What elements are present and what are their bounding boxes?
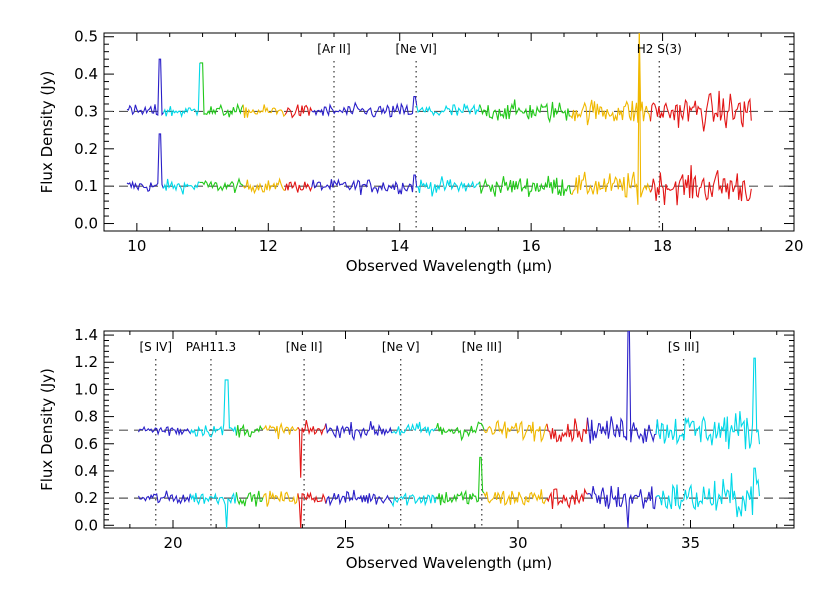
spectrum-lower-segment	[235, 490, 264, 507]
spectrum-upper-segment	[126, 58, 164, 116]
x-tick-label: 25	[336, 534, 355, 552]
emission-line-label: [Ar II]	[317, 42, 350, 56]
spectrum-lower-segment	[483, 489, 548, 506]
spectrum-upper-segment	[262, 421, 299, 440]
spectrum-lower-segment	[242, 177, 286, 195]
spectrum-lower-segment	[297, 491, 327, 528]
emission-line-label: [Ne VI]	[395, 42, 436, 56]
emission-line-label: [Ne III]	[462, 340, 502, 354]
y-tick-label: 0.3	[74, 102, 98, 120]
x-axis-title: Observed Wavelength (μm)	[346, 257, 553, 275]
x-tick-label: 18	[653, 237, 672, 255]
x-tick-label: 20	[784, 237, 803, 255]
x-tick-label: 12	[259, 237, 278, 255]
spectrum-lower-segment	[137, 490, 193, 505]
x-tick-label: 30	[508, 534, 527, 552]
spectrum-lower-segment	[189, 492, 237, 528]
spectrum-upper-segment	[416, 103, 481, 117]
spectrum-upper-segment	[435, 421, 485, 442]
spectrum-lower-segment	[587, 485, 658, 528]
spectrum-upper-segment	[311, 95, 418, 118]
emission-line-label: PAH11.3	[186, 340, 236, 354]
spectrum-lower-segment	[570, 33, 652, 205]
spectrum-upper-segment	[325, 421, 393, 442]
spectrum-upper-segment	[189, 379, 237, 438]
y-tick-label: 0.5	[74, 28, 98, 46]
y-tick-label: 0.4	[74, 65, 98, 83]
y-tick-label: 0.8	[74, 408, 98, 426]
y-tick-label: 0.4	[74, 462, 98, 480]
spectrum-lower-segment	[391, 492, 437, 508]
spectrum-upper-segment	[483, 419, 548, 443]
spectrum-lower-segment	[311, 174, 418, 196]
plot-frame	[103, 330, 795, 529]
spectrum-lower-segment	[199, 177, 244, 194]
y-tick-label: 0.6	[74, 435, 98, 453]
spectrum-lower-segment	[284, 181, 313, 193]
emission-line-label: [S IV]	[139, 340, 172, 354]
spectrum-upper-segment	[138, 425, 193, 437]
spectrum-upper-segment	[546, 417, 589, 443]
spectrum-upper-segment	[235, 423, 264, 438]
spectrum-lower-segment	[479, 175, 572, 197]
spectrum-upper-segment	[655, 357, 761, 450]
bottom-panel: 20 25 30 35 0.0 0.2 0.4 0.6 0.8 1.0 1.2 1.4 Observed…	[38, 326, 795, 572]
spectrum-upper-segment	[586, 331, 658, 444]
x-tick-label: 16	[522, 237, 541, 255]
spectrum-upper-segment	[479, 99, 571, 124]
x-tick-label: 35	[681, 534, 700, 552]
spectrum-lower-segment	[649, 165, 752, 206]
spectrum-upper-segment	[284, 104, 313, 119]
x-tick-label: 20	[163, 534, 182, 552]
spectrum-lower-segment	[262, 490, 299, 507]
y-axis-title: Flux Density (Jy)	[38, 71, 56, 194]
top-panel: 10 12 14 16 18 20 0.0 0.1 0.2 0.3 0.4 0.5 Observed W…	[38, 28, 804, 275]
emission-line-label: [S III]	[668, 340, 699, 354]
spectrum-upper-segment	[242, 104, 286, 118]
spectrum-upper-segment	[297, 419, 327, 478]
spectrum-lower-segment	[325, 489, 393, 507]
y-tick-label: 0.0	[74, 215, 98, 233]
y-tick-label: 0.2	[74, 489, 98, 507]
spectrum-lower-segment	[435, 456, 485, 506]
spectrum-upper-segment	[162, 62, 201, 119]
spectrum-lower-segment	[655, 467, 761, 518]
y-tick-label: 1.2	[74, 353, 98, 371]
x-tick-label: 14	[390, 237, 409, 255]
spectrum-upper-segment	[649, 90, 752, 132]
spectrum-lower-segment	[416, 176, 481, 197]
spectrum-upper-segment	[570, 33, 652, 126]
spectrum-upper-segment	[199, 62, 244, 118]
y-tick-label: 1.0	[74, 380, 98, 398]
spectrum-lower-segment	[546, 487, 588, 510]
y-tick-label: 0.2	[74, 140, 98, 158]
x-tick-label: 10	[127, 237, 146, 255]
y-tick-label: 0.0	[74, 516, 98, 534]
spectrum-lower-segment	[162, 178, 200, 195]
x-axis-title: Observed Wavelength (μm)	[346, 554, 553, 572]
emission-line-label: H2 S(3)	[637, 42, 682, 56]
spectrum-upper-segment	[391, 421, 437, 437]
y-axis-title: Flux Density (Jy)	[38, 368, 56, 491]
emission-line-label: [Ne II]	[286, 340, 323, 354]
plot-frame	[103, 32, 795, 232]
y-tick-label: 0.1	[74, 177, 98, 195]
emission-line-label: [Ne V]	[382, 340, 420, 354]
spectrum-lower-segment	[126, 133, 164, 192]
y-tick-label: 1.4	[74, 326, 98, 344]
